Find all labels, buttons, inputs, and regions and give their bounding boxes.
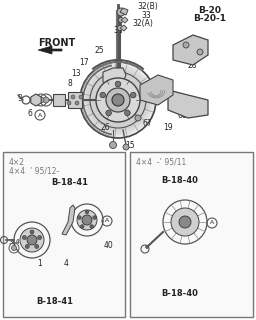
Text: B-20: B-20 xyxy=(198,5,221,14)
Text: 4: 4 xyxy=(63,259,68,268)
Circle shape xyxy=(197,49,203,55)
Text: 40: 40 xyxy=(103,241,113,250)
Text: 25: 25 xyxy=(94,45,104,54)
Circle shape xyxy=(80,225,84,228)
Polygon shape xyxy=(87,69,149,131)
Circle shape xyxy=(43,97,49,103)
Circle shape xyxy=(35,244,39,248)
Circle shape xyxy=(183,42,189,48)
Bar xyxy=(3,152,125,317)
Bar xyxy=(53,94,65,106)
Circle shape xyxy=(77,210,97,230)
Circle shape xyxy=(27,235,37,245)
Text: 3(4×2): 3(4×2) xyxy=(8,239,33,245)
Text: 31: 31 xyxy=(113,26,123,35)
Circle shape xyxy=(171,208,199,236)
Bar xyxy=(68,92,82,108)
Circle shape xyxy=(123,144,129,150)
Circle shape xyxy=(145,245,148,249)
Text: 33: 33 xyxy=(141,11,151,20)
Circle shape xyxy=(30,230,34,234)
Text: 15: 15 xyxy=(125,140,135,149)
Polygon shape xyxy=(31,94,41,106)
Circle shape xyxy=(25,244,29,248)
Text: B-18-40: B-18-40 xyxy=(162,290,198,299)
Circle shape xyxy=(106,88,130,112)
Text: 28: 28 xyxy=(187,60,197,69)
Polygon shape xyxy=(140,75,173,105)
Text: 13: 13 xyxy=(71,68,81,77)
Circle shape xyxy=(135,115,141,121)
Polygon shape xyxy=(83,65,153,135)
Polygon shape xyxy=(168,90,208,118)
Text: FRONT: FRONT xyxy=(38,38,75,48)
Polygon shape xyxy=(121,17,128,23)
Circle shape xyxy=(38,97,44,103)
Circle shape xyxy=(110,141,116,148)
Circle shape xyxy=(90,225,93,228)
Circle shape xyxy=(79,95,83,99)
Text: 32(B): 32(B) xyxy=(138,2,158,11)
Circle shape xyxy=(115,81,121,87)
Polygon shape xyxy=(90,72,146,128)
Text: A: A xyxy=(105,219,109,223)
Circle shape xyxy=(93,216,97,219)
Circle shape xyxy=(75,101,79,105)
Circle shape xyxy=(38,236,42,240)
Polygon shape xyxy=(81,63,155,137)
Circle shape xyxy=(20,228,44,252)
Text: 4×4  ’ 95/12-: 4×4 ’ 95/12- xyxy=(9,166,59,175)
Polygon shape xyxy=(80,62,156,138)
Text: 4×4  -’ 95/11: 4×4 -’ 95/11 xyxy=(136,157,186,166)
Text: 26: 26 xyxy=(100,123,110,132)
Circle shape xyxy=(179,216,191,228)
Text: 8: 8 xyxy=(68,78,72,87)
Polygon shape xyxy=(89,71,147,129)
Circle shape xyxy=(96,78,140,122)
Circle shape xyxy=(85,210,89,214)
Circle shape xyxy=(22,236,26,240)
Circle shape xyxy=(118,26,123,30)
Circle shape xyxy=(12,245,16,251)
Text: B-20-1: B-20-1 xyxy=(194,13,227,22)
Circle shape xyxy=(130,92,136,98)
Polygon shape xyxy=(173,35,208,65)
Text: 1: 1 xyxy=(38,259,42,268)
Text: A: A xyxy=(210,220,214,226)
Polygon shape xyxy=(86,68,150,132)
Circle shape xyxy=(125,110,130,116)
Polygon shape xyxy=(84,66,152,134)
Text: 4×2: 4×2 xyxy=(9,157,25,166)
Text: 9: 9 xyxy=(18,93,23,102)
Text: 6: 6 xyxy=(28,108,33,117)
Circle shape xyxy=(100,92,105,98)
Text: 19: 19 xyxy=(163,123,173,132)
Circle shape xyxy=(71,95,75,99)
Circle shape xyxy=(119,18,123,22)
Circle shape xyxy=(67,101,71,105)
Text: B-18-41: B-18-41 xyxy=(51,178,89,187)
Polygon shape xyxy=(62,205,75,235)
Polygon shape xyxy=(120,8,128,15)
Text: 67: 67 xyxy=(142,118,152,127)
Polygon shape xyxy=(120,25,127,31)
Bar xyxy=(130,152,253,317)
Text: 17: 17 xyxy=(79,58,89,67)
Text: 32(A): 32(A) xyxy=(133,19,153,28)
Text: A: A xyxy=(38,113,42,117)
Text: B-18-41: B-18-41 xyxy=(37,298,73,307)
Text: 68: 68 xyxy=(177,110,187,119)
Text: B-18-40: B-18-40 xyxy=(162,175,198,185)
Circle shape xyxy=(106,110,111,116)
Circle shape xyxy=(117,8,125,16)
Polygon shape xyxy=(103,68,126,85)
Circle shape xyxy=(82,215,92,225)
Circle shape xyxy=(78,216,81,219)
Circle shape xyxy=(112,94,124,106)
Polygon shape xyxy=(38,46,62,54)
